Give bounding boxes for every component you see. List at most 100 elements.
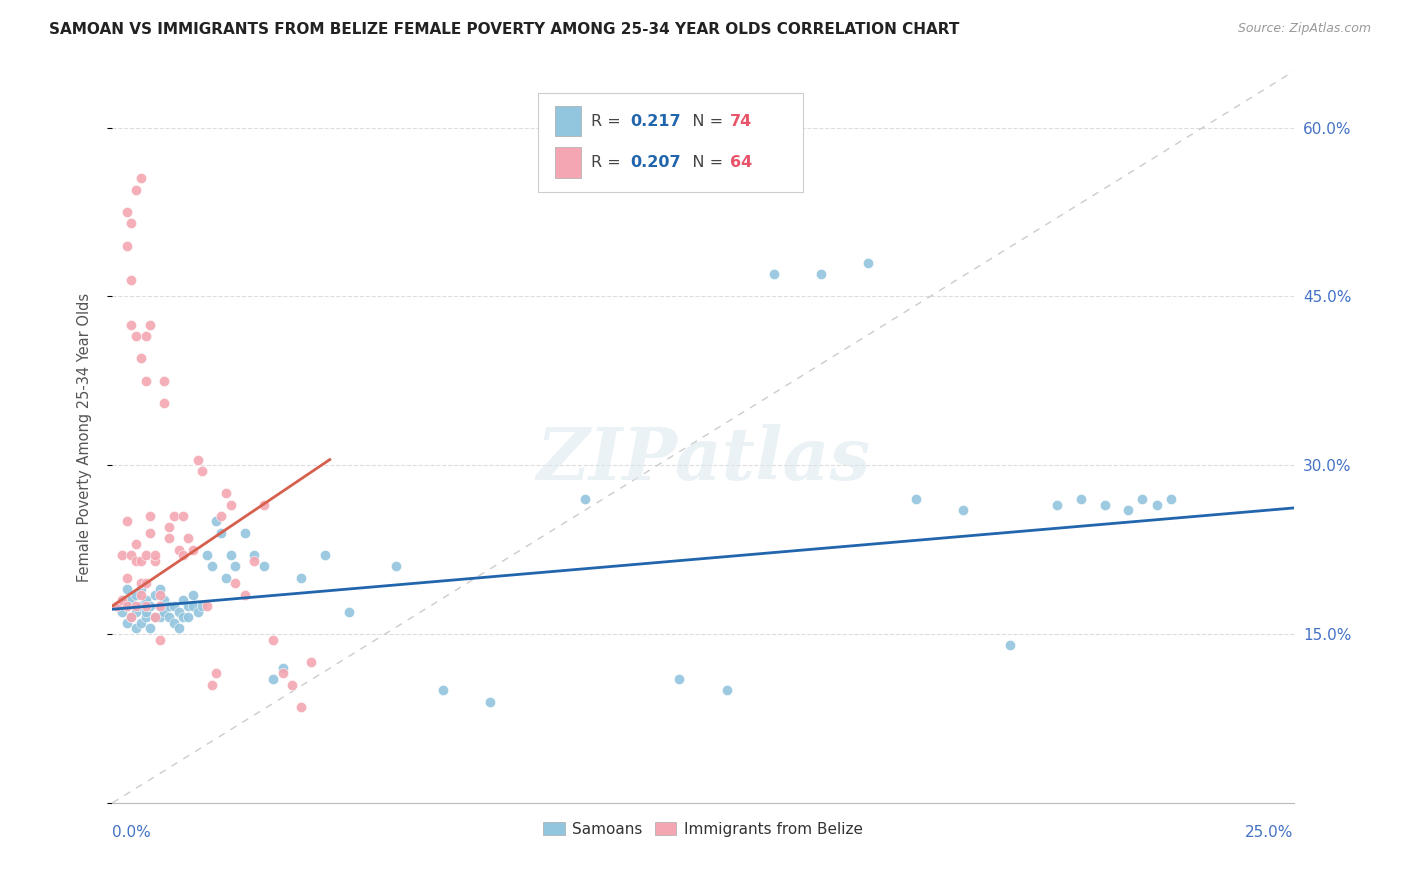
Point [195,548,218,562]
Point [201,559,224,574]
Point [177,532,200,546]
Point [1146,498,1168,512]
Point [115,582,138,596]
Point [762,267,785,281]
Text: SAMOAN VS IMMIGRANTS FROM BELIZE FEMALE POVERTY AMONG 25-34 YEAR OLDS CORRELATIO: SAMOAN VS IMMIGRANTS FROM BELIZE FEMALE … [49,22,959,37]
Text: 0.0%: 0.0% [112,825,152,839]
Bar [555,147,581,178]
Point [111,593,134,607]
Point [209,508,232,523]
Point [129,576,152,591]
Point [111,548,134,562]
Point [810,267,832,281]
Point [253,559,276,574]
Point [135,328,157,343]
Point [163,508,186,523]
Point [271,661,294,675]
Point [219,548,242,562]
Point [290,700,312,714]
Point [139,318,162,332]
Point [120,593,142,607]
Point [115,615,138,630]
Point [143,588,166,602]
Point [115,515,138,529]
Text: ZIPatlas: ZIPatlas [536,424,870,494]
Point [574,491,596,506]
Point [135,576,157,591]
Text: 74: 74 [730,113,752,128]
Point [125,328,148,343]
Point [129,351,152,366]
Point [209,525,232,540]
Point [157,599,180,613]
Text: 0.217: 0.217 [630,113,681,128]
Point [105,599,128,613]
Point [177,599,200,613]
Point [157,532,180,546]
Point [177,610,200,624]
Point [153,374,176,388]
Point [135,548,157,562]
Point [479,694,502,708]
Point [1094,498,1116,512]
Point [125,588,148,602]
Point [219,498,242,512]
Point [952,503,974,517]
Point [111,593,134,607]
Point [143,610,166,624]
Point [858,255,880,269]
Text: R =: R = [591,155,626,170]
Point [153,396,176,410]
Text: R =: R = [591,113,626,128]
Point [115,239,138,253]
Point [163,615,186,630]
Point [129,615,152,630]
Point [186,452,208,467]
Point [290,571,312,585]
Point [125,554,148,568]
Point [253,498,276,512]
Point [904,491,927,506]
Point [139,599,162,613]
Point [181,542,204,557]
Text: Source: ZipAtlas.com: Source: ZipAtlas.com [1237,22,1371,36]
Point [163,599,186,613]
Point [205,515,228,529]
Point [120,272,142,286]
Point [1070,491,1092,506]
Point [149,599,172,613]
Point [111,605,134,619]
Point [157,520,180,534]
Point [120,610,142,624]
Point [120,318,142,332]
Legend: Samoans, Immigrants from Belize: Samoans, Immigrants from Belize [537,815,869,843]
Point [153,605,176,619]
Text: N =: N = [678,113,728,128]
Point [337,605,360,619]
Point [716,683,738,698]
Point [115,599,138,613]
Point [135,605,157,619]
Point [120,548,142,562]
Point [149,599,172,613]
Text: 0.207: 0.207 [630,155,681,170]
Point [172,593,194,607]
Point [149,582,172,596]
Point [149,588,172,602]
Point [129,582,152,596]
Point [195,599,218,613]
Point [172,610,194,624]
Point [115,571,138,585]
Point [115,599,138,613]
Point [385,559,408,574]
Point [135,374,157,388]
Point [668,672,690,686]
Point [172,508,194,523]
FancyBboxPatch shape [537,94,803,192]
Point [129,599,152,613]
Point [224,576,246,591]
Text: 25.0%: 25.0% [1246,825,1294,839]
Point [432,683,454,698]
Point [129,554,152,568]
Point [143,610,166,624]
